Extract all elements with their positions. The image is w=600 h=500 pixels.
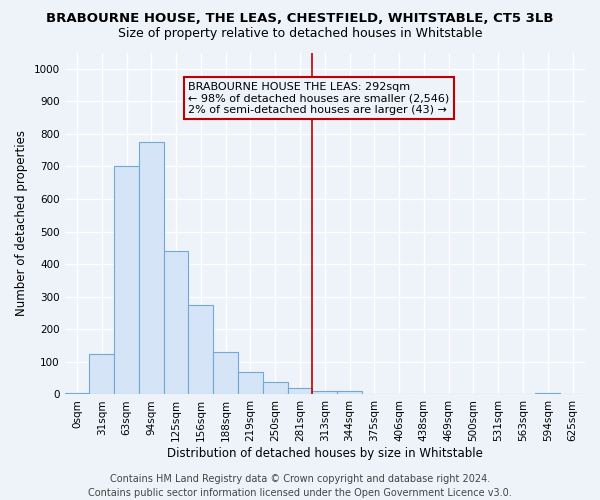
Bar: [535, 393, 560, 394]
Bar: [287, 388, 313, 394]
Text: Contains HM Land Registry data © Crown copyright and database right 2024.
Contai: Contains HM Land Registry data © Crown c…: [88, 474, 512, 498]
Bar: [65, 393, 89, 394]
Text: Size of property relative to detached houses in Whitstable: Size of property relative to detached ho…: [118, 28, 482, 40]
Bar: [164, 251, 188, 394]
Bar: [89, 354, 114, 395]
Bar: [238, 372, 263, 394]
X-axis label: Distribution of detached houses by size in Whitstable: Distribution of detached houses by size …: [167, 447, 483, 460]
Text: BRABOURNE HOUSE THE LEAS: 292sqm
← 98% of detached houses are smaller (2,546)
2%: BRABOURNE HOUSE THE LEAS: 292sqm ← 98% o…: [188, 82, 450, 115]
Bar: [337, 391, 362, 394]
Bar: [313, 391, 337, 394]
Bar: [114, 166, 139, 394]
Bar: [188, 305, 213, 394]
Text: BRABOURNE HOUSE, THE LEAS, CHESTFIELD, WHITSTABLE, CT5 3LB: BRABOURNE HOUSE, THE LEAS, CHESTFIELD, W…: [46, 12, 554, 26]
Bar: [263, 382, 287, 394]
Bar: [139, 142, 164, 395]
Y-axis label: Number of detached properties: Number of detached properties: [15, 130, 28, 316]
Bar: [213, 352, 238, 395]
